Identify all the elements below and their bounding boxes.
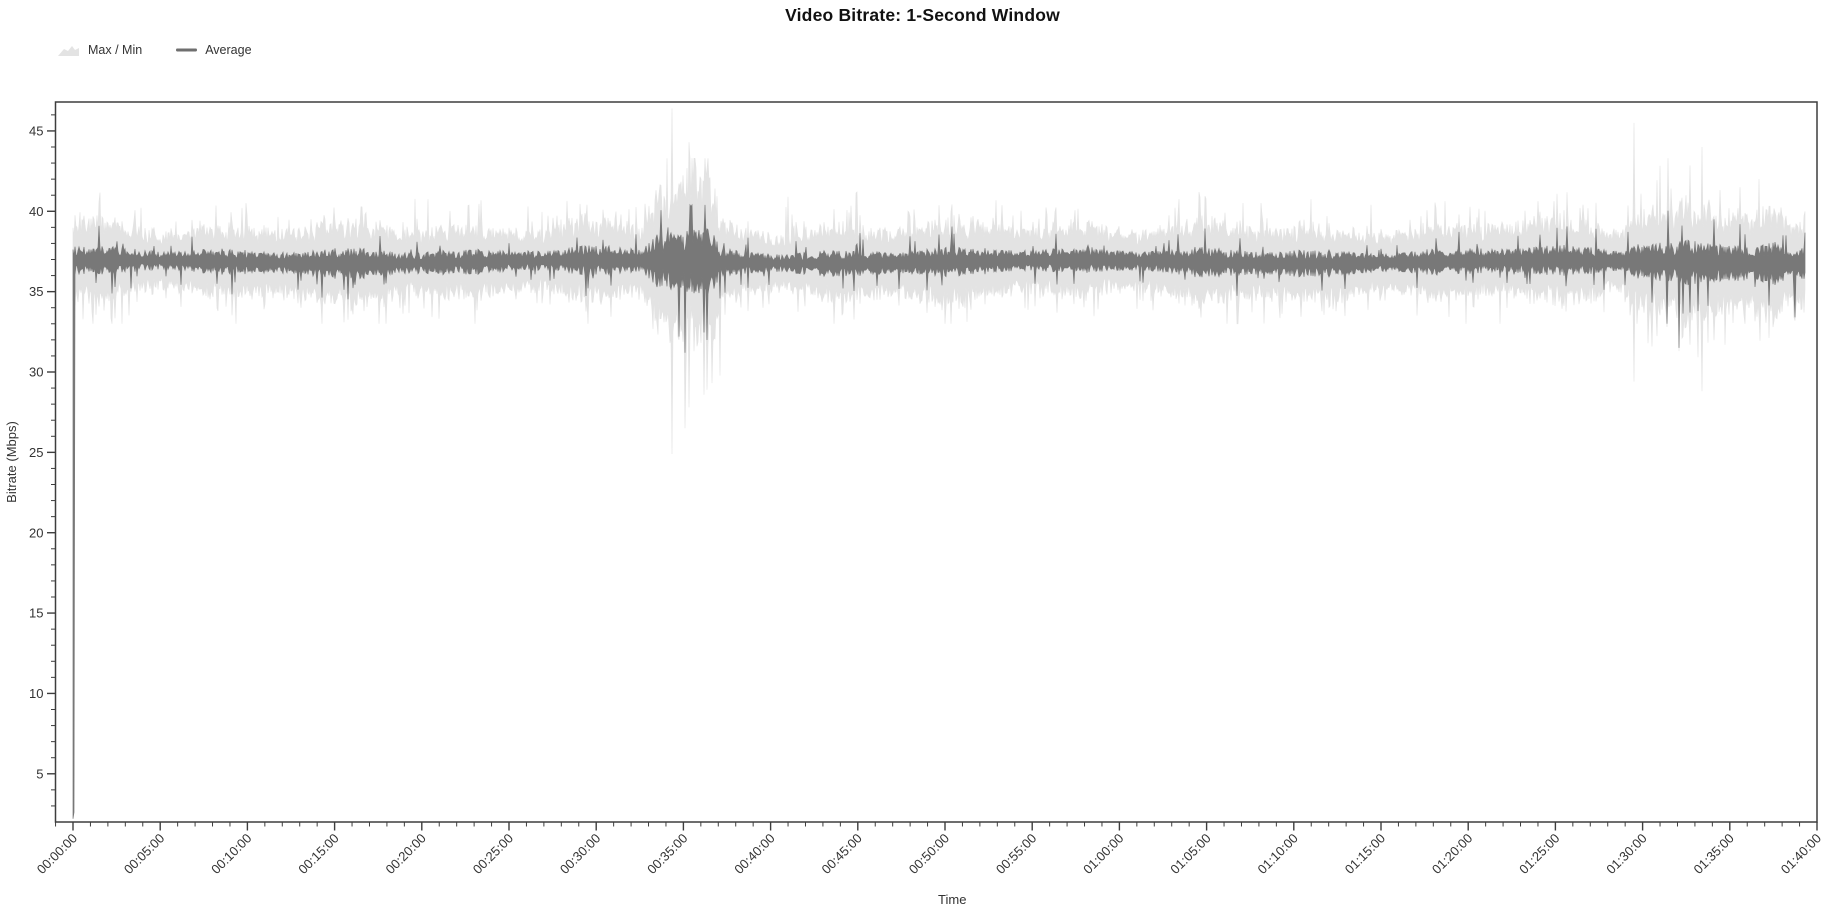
y-axis-label: Bitrate (Mbps)	[4, 421, 19, 503]
area-swatch-icon	[58, 46, 79, 56]
x-tick-label: 00:35:00	[644, 831, 690, 877]
y-tick-label: 25	[29, 445, 43, 460]
y-tick-label: 20	[29, 525, 43, 540]
max-min-band-series	[72, 108, 1806, 455]
legend: Max / Min Average	[57, 43, 252, 57]
x-tick-label: 00:10:00	[208, 831, 254, 877]
y-tick-label: 45	[29, 123, 43, 138]
line-swatch-shape	[176, 48, 198, 52]
y-tick-label: 15	[29, 606, 43, 621]
average-line-series	[72, 203, 1806, 819]
x-tick-label: 01:10:00	[1255, 831, 1301, 877]
line-swatch-icon	[176, 48, 198, 52]
x-tick-label: 01:30:00	[1603, 831, 1649, 877]
x-tick-label: 00:15:00	[295, 831, 341, 877]
plot-border	[54, 101, 1818, 823]
x-tick-label: 00:25:00	[470, 831, 516, 877]
series-layer	[72, 108, 1806, 819]
legend-label-max-min: Max / Min	[88, 43, 143, 57]
x-tick-label: 01:15:00	[1342, 831, 1388, 877]
x-tick-label: 01:00:00	[1080, 831, 1126, 877]
x-tick-label: 01:40:00	[1778, 831, 1824, 877]
y-tick-label: 35	[29, 284, 43, 299]
x-tick-label: 01:20:00	[1429, 831, 1475, 877]
ticks-layer	[47, 114, 1818, 831]
x-tick-label: 00:55:00	[993, 831, 1039, 877]
area-swatch-shape	[58, 46, 79, 56]
axes-layer	[54, 101, 1818, 823]
legend-item-max-min[interactable]: Max / Min	[57, 43, 142, 57]
x-tick-label: 01:25:00	[1516, 831, 1562, 877]
x-tick-label: 00:20:00	[383, 831, 429, 877]
x-tick-label: 00:00:00	[34, 831, 80, 877]
x-tick-label: 00:40:00	[731, 831, 777, 877]
x-tick-label: 00:45:00	[819, 831, 865, 877]
x-tick-label: 00:30:00	[557, 831, 603, 877]
y-tick-label: 40	[29, 204, 43, 219]
x-tick-label: 00:50:00	[906, 831, 952, 877]
x-tick-label: 01:35:00	[1691, 831, 1737, 877]
chart-title: Video Bitrate: 1-Second Window	[785, 5, 1060, 25]
x-tick-label: 00:05:00	[121, 831, 167, 877]
y-tick-label: 10	[29, 686, 43, 701]
x-tick-label: 01:05:00	[1167, 831, 1213, 877]
legend-label-average: Average	[205, 43, 252, 57]
y-tick-label: 30	[29, 365, 43, 380]
y-tick-label: 5	[36, 766, 43, 781]
legend-item-average[interactable]: Average	[176, 43, 252, 57]
x-axis-label: Time	[938, 892, 966, 907]
